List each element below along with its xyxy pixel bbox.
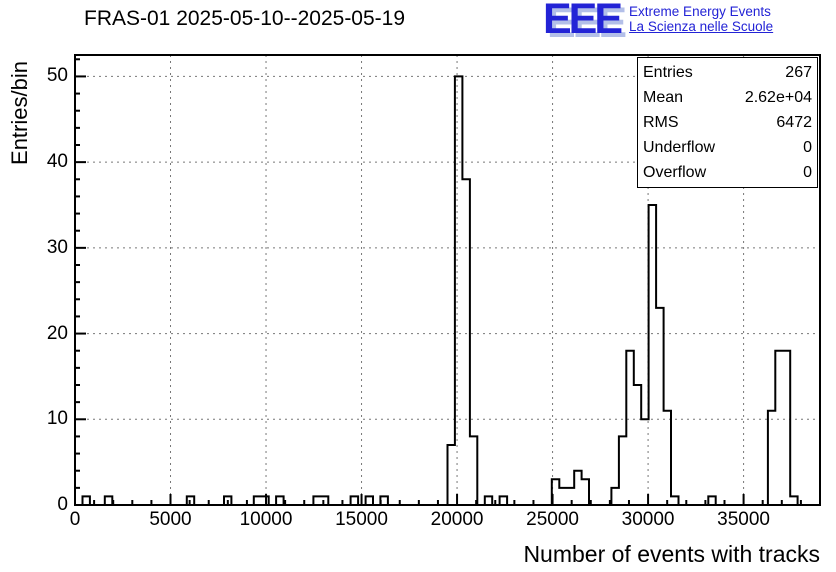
stats-row-rms: RMS 6472 [643,110,812,135]
eee-logo-acronym: EEE [543,0,623,43]
x-tick-label: 25000 [526,509,579,530]
x-tick-label: 20000 [430,509,484,530]
stats-value: 0 [803,139,812,156]
y-tick-label: 40 [46,151,68,173]
eee-logo-line1: Extreme Energy Events [629,4,771,19]
y-tick-label: 20 [46,322,68,344]
plot-frame [74,54,821,506]
stats-label: Mean [643,89,684,106]
y-tick-label: 50 [46,65,68,87]
x-tick-label: 15000 [335,509,388,530]
x-tick-label: 0 [69,509,81,530]
y-tick-label: 0 [57,494,68,515]
stats-label: RMS [643,114,679,131]
stats-value: 6472 [776,114,812,131]
eee-logo-text: Extreme Energy Events La Scienza nelle S… [629,1,773,34]
stats-label: Entries [643,64,693,81]
stats-row-mean: Mean 2.62e+04 [643,85,812,110]
stats-value: 0 [803,164,812,181]
x-tick-label: 30000 [621,509,675,530]
eee-logo-line2: La Scienza nelle Scuole [629,19,774,34]
eee-logo: EEE Extreme Energy Events La Scienza nel… [543,0,773,43]
x-tick-label: 10000 [239,509,293,530]
stats-value: 267 [785,64,812,81]
y-tick-label: 10 [46,408,68,430]
stats-row-overflow: Overflow 0 [643,160,812,185]
page-title: FRAS-01 2025-05-10--2025-05-19 [84,7,406,30]
y-tick-label: 30 [46,236,68,258]
stats-label: Underflow [643,139,716,156]
stats-row-underflow: Underflow 0 [643,135,812,160]
x-tick-label: 5000 [149,509,192,530]
stats-label: Overflow [643,164,707,181]
stats-box: Entries 267 Mean 2.62e+04 RMS 6472 Under… [637,57,818,188]
x-axis-title: Number of events with tracks [523,541,820,567]
stats-value: 2.62e+04 [744,89,812,106]
stats-row-entries: Entries 267 [643,60,812,85]
x-tick-label: 35000 [717,509,770,530]
